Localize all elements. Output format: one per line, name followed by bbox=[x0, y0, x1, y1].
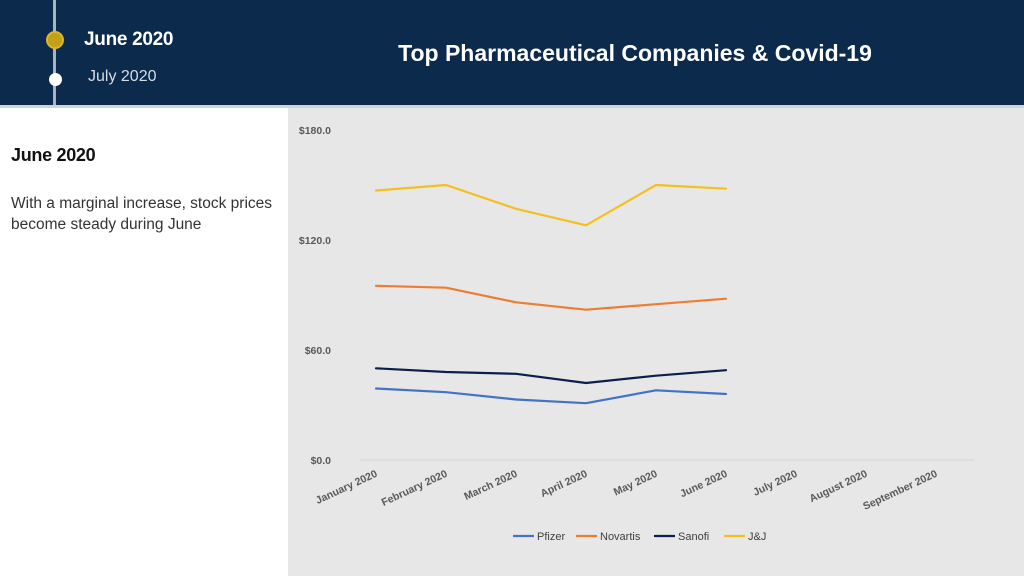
timeline-item-june-2020[interactable]: June 2020 bbox=[84, 29, 174, 50]
x-tick-label: June 2020 bbox=[678, 468, 729, 500]
timeline-line bbox=[53, 0, 56, 105]
panel-heading: June 2020 bbox=[11, 145, 96, 165]
series-line-novartis bbox=[374, 284, 728, 311]
legend-label-sanofi: Sanofi bbox=[678, 531, 709, 543]
chart-area: $0.0 $60.0 $120.0 $180.0 January 2020 Februar… bbox=[288, 108, 1024, 576]
y-tick-label: $0.0 bbox=[311, 455, 332, 467]
timeline-dot-inactive[interactable] bbox=[49, 73, 62, 86]
x-tick-label: September 2020 bbox=[861, 468, 939, 513]
legend-label-novartis: Novartis bbox=[600, 531, 641, 543]
x-tick-label: January 2020 bbox=[314, 468, 380, 507]
timeline-dot-active[interactable] bbox=[46, 31, 64, 49]
x-tick-label: August 2020 bbox=[808, 468, 870, 505]
x-tick-label: March 2020 bbox=[462, 468, 519, 503]
y-tick-label: $120.0 bbox=[299, 235, 331, 247]
header-bar bbox=[0, 0, 1024, 105]
series-line-j-j bbox=[374, 183, 728, 227]
x-tick-label: May 2020 bbox=[612, 468, 660, 499]
series-line-sanofi bbox=[374, 367, 728, 385]
page-title: Top Pharmaceutical Companies & Covid-19 bbox=[398, 40, 872, 66]
panel-description: With a marginal increase, stock prices b… bbox=[11, 195, 273, 233]
x-tick-label: February 2020 bbox=[380, 468, 450, 509]
header-divider bbox=[0, 105, 1024, 108]
x-tick-label: July 2020 bbox=[751, 468, 799, 499]
line-chart: $0.0 $60.0 $120.0 $180.0 January 2020 Februar… bbox=[299, 125, 974, 543]
timeline-item-july-2020[interactable]: July 2020 bbox=[88, 68, 157, 85]
y-tick-label: $180.0 bbox=[299, 125, 331, 137]
legend-label-j-j: J&J bbox=[748, 531, 766, 543]
legend-label-pfizer: Pfizer bbox=[537, 531, 565, 543]
x-tick-label: April 2020 bbox=[539, 468, 590, 500]
series-line-pfizer bbox=[374, 387, 728, 405]
y-tick-label: $60.0 bbox=[305, 345, 331, 357]
